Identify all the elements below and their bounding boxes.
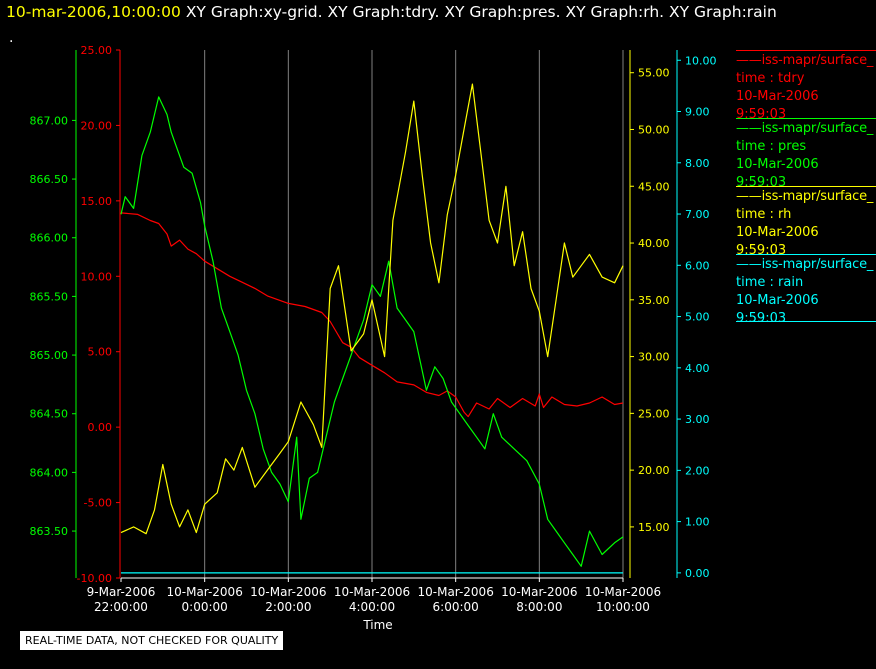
x-tick-label: 8:00:00 <box>516 600 562 614</box>
rain-tick-label: 7.00 <box>685 208 710 221</box>
x-axis: 9-Mar-200622:00:0010-Mar-20060:00:0010-M… <box>87 577 661 614</box>
legend-variable: time : pres <box>736 139 807 154</box>
rain-tick-label: 0.00 <box>685 567 710 580</box>
legend-date: 10-Mar-2006 <box>736 89 819 104</box>
x-tick-label: 10-Mar-2006 <box>334 585 410 599</box>
x-tick-label: 10-Mar-2006 <box>166 585 242 599</box>
legend-time: 9:59:03 <box>736 175 787 190</box>
legend-line-label: ——iss-mapr/surface_ <box>736 257 874 272</box>
tdry-tick-label: 20.00 <box>81 119 113 132</box>
legend-variable: time : tdry <box>736 71 805 86</box>
legend-date: 10-Mar-2006 <box>736 225 819 240</box>
rh-tick-label: 55.00 <box>638 67 670 80</box>
legend-line-label: ——iss-mapr/surface_ <box>736 189 874 204</box>
legend-line-label: ——iss-mapr/surface_ <box>736 53 874 68</box>
pres-tick-label: 866.50 <box>30 173 69 186</box>
rain-tick-label: 5.00 <box>685 311 710 324</box>
rh-tick-label: 25.00 <box>638 407 670 420</box>
pres-tick-label: 865.50 <box>30 290 69 303</box>
series-line-pres <box>120 96 624 567</box>
tdry-tick-label: -10.00 <box>77 572 112 585</box>
status-dot: . <box>9 30 14 46</box>
graph-names: XY Graph:xy-grid. XY Graph:tdry. XY Grap… <box>185 3 777 21</box>
series-line-tdry <box>120 212 624 418</box>
rain-tick-label: 8.00 <box>685 157 710 170</box>
pres-tick-label: 863.50 <box>30 525 69 538</box>
legend: ——iss-mapr/surface_ time : tdry 10-Mar-2… <box>736 50 876 322</box>
tdry-tick-label: 0.00 <box>88 421 113 434</box>
rain-tick-label: 3.00 <box>685 413 710 426</box>
quality-warning: REAL-TIME DATA, NOT CHECKED FOR QUALITY <box>20 631 284 650</box>
tdry-tick-label: 15.00 <box>81 195 113 208</box>
pres-tick-label: 865.00 <box>30 349 69 362</box>
x-tick-label: 22:00:00 <box>94 600 148 614</box>
legend-entry-tdry[interactable]: ——iss-mapr/surface_ time : tdry 10-Mar-2… <box>736 50 876 122</box>
rain-tick-label: 2.00 <box>685 464 710 477</box>
rain-tick-label: 6.00 <box>685 259 710 272</box>
x-tick-label: 0:00:00 <box>182 600 228 614</box>
x-tick-label: 10-Mar-2006 <box>417 585 493 599</box>
tdry-tick-label: 25.00 <box>81 44 113 57</box>
axes: 867.00 866.50 866.00 865.50 865.00 864.50 864.… <box>30 44 717 585</box>
rain-tick-label: 10.00 <box>685 54 717 67</box>
rh-tick-label: 20.00 <box>638 464 670 477</box>
rain-tick-label: 1.00 <box>685 516 710 529</box>
pres-tick-label: 864.00 <box>30 466 69 479</box>
rain-tick-label: 4.00 <box>685 362 710 375</box>
x-tick-label: 10-Mar-2006 <box>250 585 326 599</box>
x-tick-label: 2:00:00 <box>265 600 311 614</box>
legend-entry-rain[interactable]: ——iss-mapr/surface_ time : rain 10-Mar-2… <box>736 254 876 322</box>
tdry-tick-label: -5.00 <box>84 497 112 510</box>
legend-date: 10-Mar-2006 <box>736 157 819 172</box>
graph-title-bar: 10-mar-2006,10:00:00 XY Graph:xy-grid. X… <box>6 3 777 21</box>
series-line-rh <box>120 83 624 535</box>
x-tick-label: 9-Mar-2006 <box>87 585 156 599</box>
rh-tick-label: 30.00 <box>638 351 670 364</box>
x-axis-label: Time <box>362 618 392 632</box>
legend-time: 9:59:03 <box>736 107 787 122</box>
x-tick-label: 10-Mar-2006 <box>501 585 577 599</box>
pres-tick-label: 866.00 <box>30 232 69 245</box>
tdry-tick-label: 5.00 <box>88 346 113 359</box>
pres-tick-label: 867.00 <box>30 114 69 127</box>
rh-tick-label: 45.00 <box>638 180 670 193</box>
legend-date: 10-Mar-2006 <box>736 293 819 308</box>
rain-tick-label: 9.00 <box>685 106 710 119</box>
pres-tick-label: 864.50 <box>30 408 69 421</box>
x-tick-label: 4:00:00 <box>349 600 395 614</box>
legend-variable: time : rain <box>736 275 804 290</box>
grid <box>204 50 624 578</box>
x-tick-label: 10-Mar-2006 <box>585 585 661 599</box>
tdry-tick-label: 10.00 <box>81 270 113 283</box>
series-lines <box>120 83 624 574</box>
rh-tick-label: 40.00 <box>638 237 670 250</box>
legend-time: 9:59:03 <box>736 243 787 258</box>
timestamp: 10-mar-2006,10:00:00 <box>6 3 181 21</box>
legend-line-label: ——iss-mapr/surface_ <box>736 121 874 136</box>
legend-variable: time : rh <box>736 207 792 222</box>
legend-entry-pres[interactable]: ——iss-mapr/surface_ time : pres 10-Mar-2… <box>736 118 876 190</box>
legend-time: 9:59:03 <box>736 311 787 322</box>
rh-tick-label: 35.00 <box>638 294 670 307</box>
x-tick-label: 10:00:00 <box>596 600 650 614</box>
x-tick-label: 6:00:00 <box>433 600 479 614</box>
legend-entry-rh[interactable]: ——iss-mapr/surface_ time : rh 10-Mar-200… <box>736 186 876 258</box>
rh-tick-label: 50.00 <box>638 123 670 136</box>
rh-tick-label: 15.00 <box>638 521 670 534</box>
